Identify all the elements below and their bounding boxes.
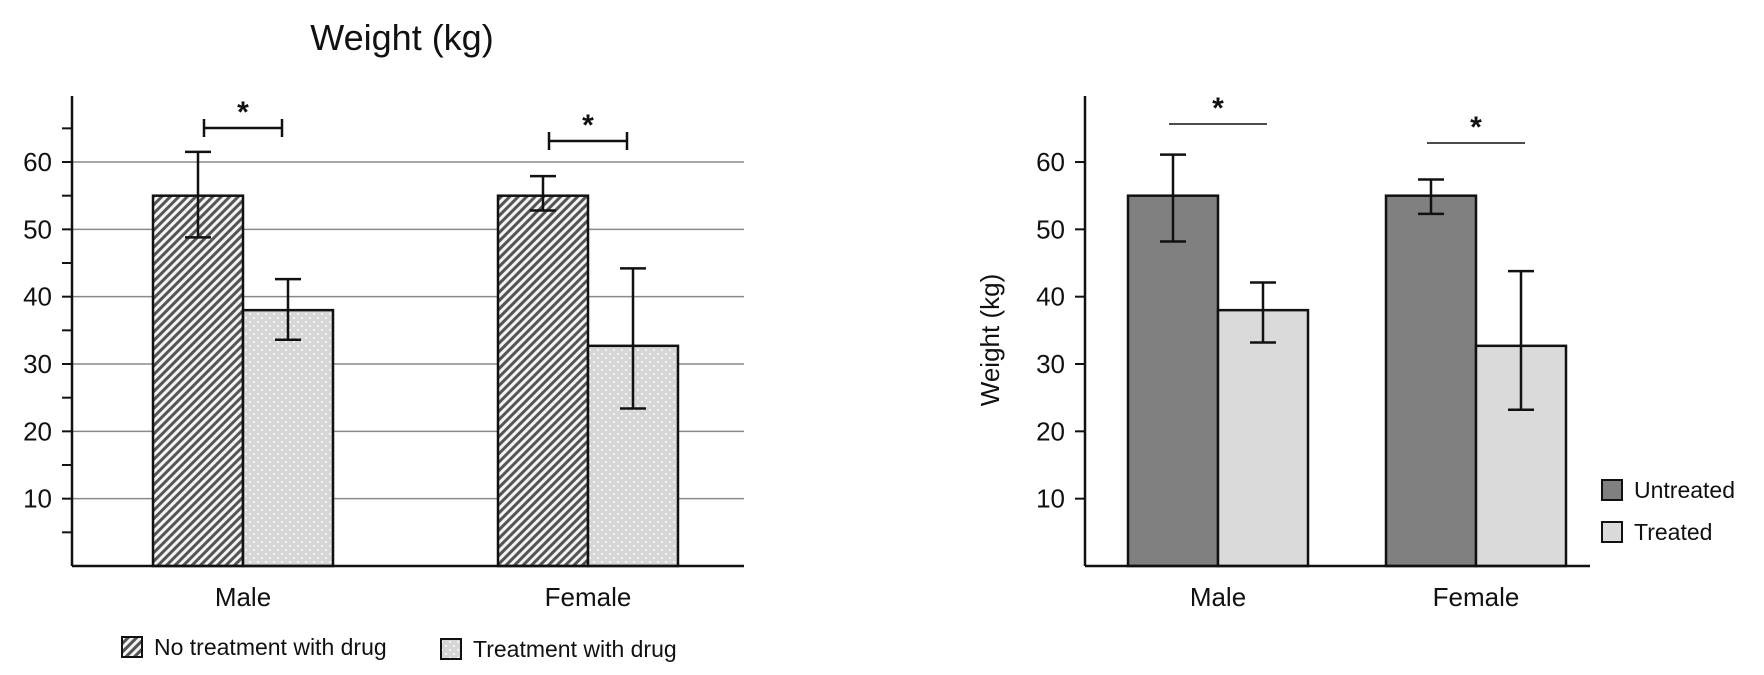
- left-axes: Male Female 10 20 30 40 50 60: [23, 96, 744, 612]
- y-tick-label: 50: [1036, 214, 1065, 244]
- y-tick-label: 10: [1036, 484, 1065, 514]
- x-tick-label: Female: [1433, 582, 1520, 612]
- y-tick-label: 50: [23, 214, 52, 244]
- bar: [1126, 194, 1220, 568]
- significance-marker: *: [237, 96, 249, 129]
- right-legend: Untreated Treated: [1601, 477, 1735, 545]
- y-tick-label: 30: [23, 349, 52, 379]
- y-tick-label: 30: [1036, 349, 1065, 379]
- right-y-axis-label: Weight (kg): [975, 274, 1005, 406]
- bar: [1216, 308, 1310, 568]
- right-bars: **: [1126, 92, 1568, 568]
- left-chart-title: Weight (kg): [310, 17, 493, 58]
- significance-marker: *: [1212, 92, 1224, 125]
- right-axes: Male Female 10 20 30 40 50 60: [1036, 96, 1590, 612]
- bar: [1384, 194, 1478, 568]
- x-tick-label: Male: [1190, 582, 1246, 612]
- y-tick-label: 20: [23, 416, 52, 446]
- legend-label: No treatment with drug: [154, 634, 387, 660]
- legend-label: Untreated: [1634, 477, 1735, 503]
- y-tick-label: 10: [23, 484, 52, 514]
- bar: [241, 308, 335, 568]
- bar: [151, 194, 245, 568]
- y-tick-label: 60: [23, 147, 52, 177]
- legend-label: Treatment with drug: [473, 636, 677, 662]
- left-legend: No treatment with drug Treatment with dru…: [121, 634, 677, 662]
- y-tick-label: 20: [1036, 416, 1065, 446]
- legend-swatch: [440, 638, 462, 660]
- y-tick-label: 60: [1036, 147, 1065, 177]
- legend-swatch: [1601, 479, 1623, 501]
- x-tick-label: Male: [215, 582, 271, 612]
- y-tick-label: 40: [23, 282, 52, 312]
- legend-label: Treated: [1634, 519, 1712, 545]
- legend-swatch: [121, 636, 143, 658]
- legend-swatch: [1601, 521, 1623, 543]
- x-tick-label: Female: [545, 582, 632, 612]
- y-tick-label: 40: [1036, 282, 1065, 312]
- significance-marker: *: [1470, 111, 1482, 144]
- significance-marker: *: [582, 109, 594, 142]
- bar: [496, 194, 590, 568]
- left-bars: * *: [151, 96, 680, 568]
